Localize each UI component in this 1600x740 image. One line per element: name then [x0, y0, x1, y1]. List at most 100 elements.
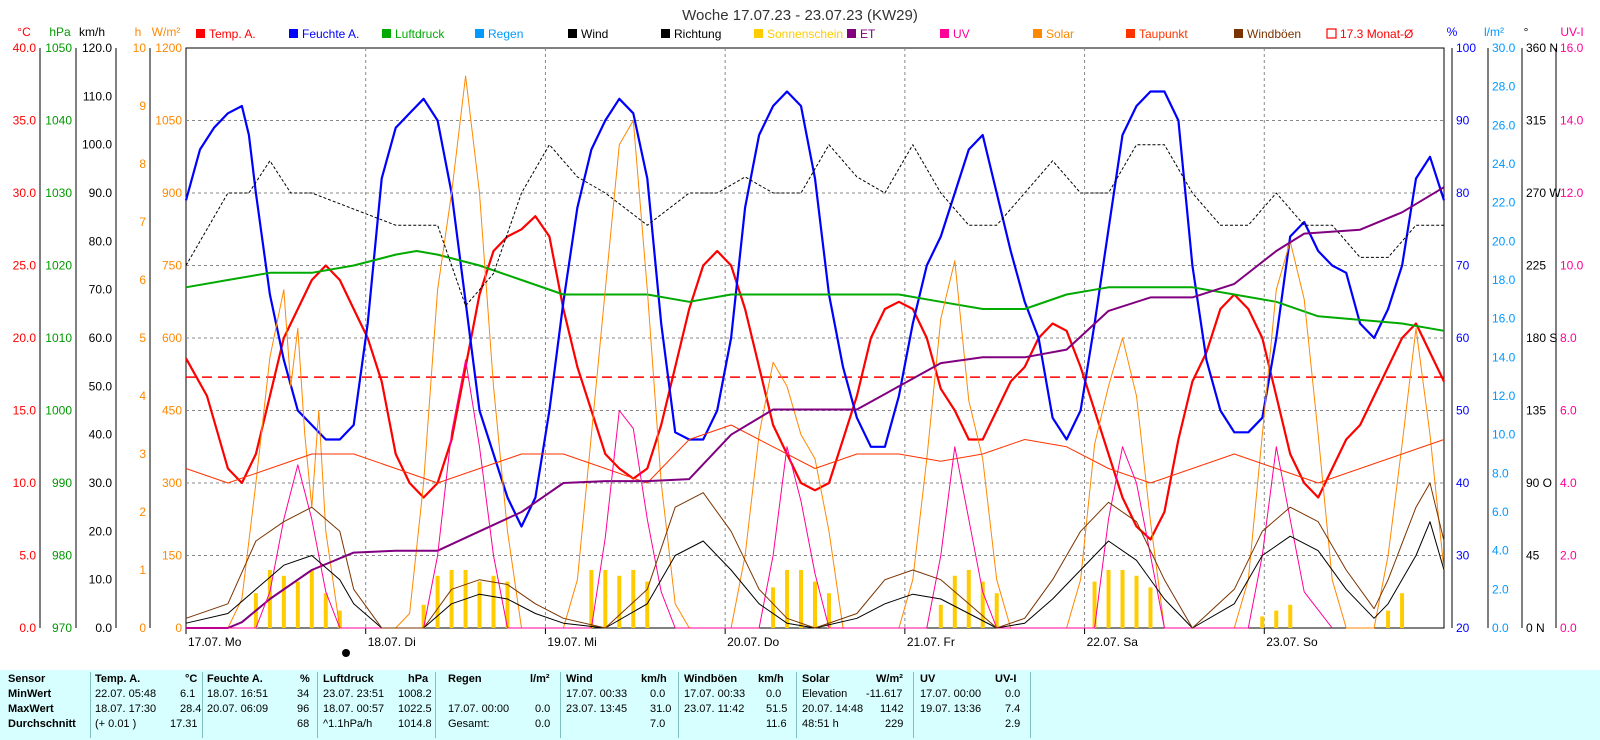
axis-tick-label: 30 [1456, 549, 1470, 563]
stats-gust-avg: 11.6 [766, 718, 787, 730]
stats-rain-max-time: 17.07. 00:00 [448, 703, 510, 715]
weather-chart: Woche 17.07.23 - 23.07.23 (KW29) Temp. A… [13, 7, 1584, 657]
sunshine-bar [421, 604, 426, 628]
stats-solar-max-time: 20.07. 14:48 [802, 703, 864, 715]
sunshine-bar [1288, 604, 1293, 628]
legend-swatch [1234, 29, 1243, 38]
stats-solar-elevation: -11.617 [866, 688, 903, 700]
stats-uv-max: 7.4 [1005, 703, 1021, 715]
axis-tick-label: 50 [1456, 404, 1470, 418]
axis-tick-label: 1 [139, 563, 146, 577]
sunshine-bar [826, 593, 831, 628]
sunshine-bar [994, 593, 999, 628]
series-windb-en [185, 482, 1445, 629]
axis-tick-label: 3 [139, 447, 146, 461]
axis-tick-label: 20.0 [89, 524, 113, 538]
axis-tick-label: 90 [1456, 114, 1470, 128]
axis-tick-label: 120.0 [82, 41, 112, 55]
stats-solar-max: 1142 [880, 703, 904, 715]
axis-tick-label: 18.0 [1492, 273, 1516, 287]
axis-tick-label: 10.0 [1560, 259, 1584, 273]
axis-tick-label: 70.0 [89, 283, 113, 297]
sunshine-bar [938, 604, 943, 628]
series-et [186, 186, 1445, 629]
axis-unit-label: UV-I [1560, 25, 1583, 39]
legend-label: Temp. A. [209, 27, 256, 41]
day-label: 20.07. Do [727, 635, 779, 649]
day-label: 17.07. Mo [188, 635, 242, 649]
stats-hum-max-time: 20.07. 06:09 [207, 703, 269, 715]
stats-rain-total-label: Gesamt: [448, 718, 490, 730]
stats-wind-min-time: 17.07. 00:33 [566, 688, 628, 700]
axis-tick-label: 600 [162, 331, 182, 345]
sunshine-bar [1274, 610, 1279, 628]
axis-tick-label: 270 W [1526, 186, 1561, 200]
axis-tick-label: 1050 [45, 41, 72, 55]
axis-tick-label: 22.0 [1492, 196, 1516, 210]
stats-gust-max-time: 23.07. 11:42 [684, 703, 745, 715]
stats-wind-avg: 7.0 [650, 718, 666, 730]
day-label: 19.07. Mi [547, 635, 596, 649]
sunshine-bar [1148, 587, 1153, 628]
sunshine-bar [1134, 575, 1139, 628]
axis-tick-label: 4.0 [1492, 544, 1509, 558]
stats-press-min: 1008.2 [398, 688, 432, 700]
sunshine-bar [966, 570, 971, 628]
stats-hum-min-time: 18.07. 16:51 [207, 688, 269, 700]
legend-swatch [1326, 28, 1337, 39]
stats-temp-avg-note: (+ 0.01 ) [95, 718, 137, 730]
axis-tick-label: 45 [1526, 549, 1540, 563]
stats-wind-max: 31.0 [650, 703, 672, 715]
stats-hum-unit: % [300, 673, 310, 685]
axis-tick-label: 6 [139, 273, 146, 287]
legend-swatch [940, 29, 949, 38]
sunshine-bar [1400, 593, 1405, 628]
legend-label: Wind [581, 27, 608, 41]
sunshine-bar [952, 575, 957, 628]
plot-frame [185, 47, 1445, 629]
series-temp-a- [185, 215, 1445, 541]
stats-uv-avg: 2.9 [1005, 718, 1021, 730]
legend-label: ET [860, 27, 876, 41]
stats-solar-header: Solar [802, 673, 830, 685]
legend-swatch [1033, 29, 1042, 38]
axis-tick-label: 20 [1456, 621, 1470, 635]
series-richtung [185, 144, 1444, 307]
stats-temp-max-time: 18.07. 17:30 [95, 703, 157, 715]
axis-tick-label: 110.0 [83, 89, 112, 103]
axis-tick-label: 90 O [1526, 476, 1552, 490]
sunshine-bar [477, 581, 482, 628]
stats-uv-unit: UV-I [995, 673, 1017, 685]
sunshine-bar [771, 587, 776, 628]
axis-tick-label: 26.0 [1492, 118, 1516, 132]
sunshine-bar [295, 581, 300, 628]
sunshine-bar [799, 570, 804, 628]
sunshine-bar [435, 575, 440, 628]
axis-tick-label: 16.0 [1492, 312, 1516, 326]
axis-tick-label: 16.0 [1560, 41, 1584, 55]
axis-tick-label: 0.0 [95, 621, 112, 635]
axis-tick-label: 750 [162, 259, 182, 273]
axis-tick-label: 10.0 [13, 476, 37, 490]
stats-temp-unit: °C [185, 673, 198, 685]
sunshine-bar [323, 593, 328, 628]
stats-hum-max: 96 [297, 703, 310, 715]
axis-tick-label: 70 [1456, 259, 1470, 273]
axis-tick-label: 2.0 [1560, 549, 1577, 563]
sunshine-bar [449, 570, 454, 628]
chart-title: Woche 17.07.23 - 23.07.23 (KW29) [682, 7, 918, 24]
axis-unit-label: °C [17, 25, 31, 39]
sunshine-bar [813, 581, 817, 628]
sunshine-bar [785, 570, 790, 628]
sunshine-bar [631, 570, 636, 628]
axis-tick-label: 2 [139, 505, 146, 519]
axis-tick-label: 360 N [1526, 41, 1558, 55]
axis-tick-label: 25.0 [13, 259, 37, 273]
stats-header-sensor: Sensor [8, 673, 46, 685]
axis-tick-label: 35.0 [13, 114, 37, 128]
series-luftdruck [185, 250, 1445, 332]
stats-rain-max: 0.0 [535, 703, 551, 715]
sunshine-bar [1106, 570, 1111, 628]
stats-wind-header: Wind [566, 673, 593, 685]
sunshine-bar [505, 581, 510, 628]
